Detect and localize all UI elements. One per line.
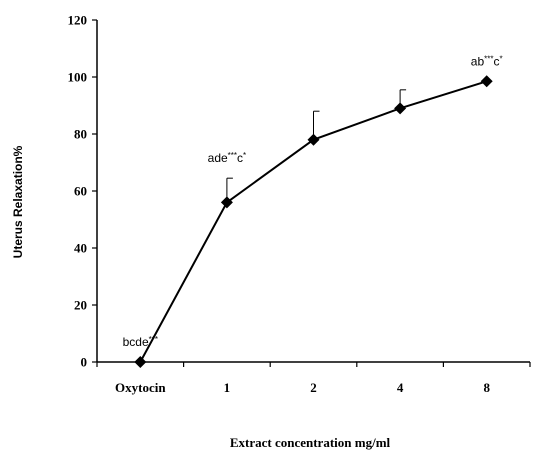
x-tick-label: 4 xyxy=(397,380,404,395)
x-ticks: Oxytocin 1 2 4 8 xyxy=(96,362,531,395)
data-point-marker xyxy=(134,356,147,368)
x-tick-label: Oxytocin xyxy=(115,380,166,395)
significance-superscript: *** xyxy=(149,335,158,344)
y-ticks: 0 20 40 60 80 100 120 xyxy=(68,13,97,370)
y-tick-label: 20 xyxy=(74,298,87,313)
x-tick-label: 8 xyxy=(483,380,490,395)
data-point-marker xyxy=(307,133,320,146)
y-tick-label: 80 xyxy=(74,127,87,142)
x-tick-label: 2 xyxy=(310,380,317,395)
significance-superscript: *** xyxy=(228,151,237,160)
significance-label: bcde*** xyxy=(123,335,158,349)
y-tick-label: 0 xyxy=(81,355,88,370)
y-tick-label: 40 xyxy=(74,241,87,256)
significance-label: ade***c* xyxy=(208,151,247,165)
data-point-marker xyxy=(480,75,493,88)
significance-letters: c xyxy=(493,54,499,68)
y-tick-label: 100 xyxy=(68,70,88,85)
data-point-marker xyxy=(220,196,233,209)
x-axis-label: Extract concentration mg/ml xyxy=(230,435,391,450)
series-markers xyxy=(134,75,493,368)
significance-superscript: * xyxy=(499,54,502,63)
significance-letters: c xyxy=(237,151,243,165)
axes xyxy=(96,20,530,363)
significance-letters: ade xyxy=(208,151,228,165)
significance-letters: bcde xyxy=(123,335,149,349)
significance-superscript: * xyxy=(243,151,246,160)
y-axis-label: Uterus Relaxation% xyxy=(11,145,25,258)
data-point-marker xyxy=(394,102,407,115)
error-bars xyxy=(226,89,407,203)
y-tick-label: 120 xyxy=(68,13,88,28)
x-tick-label: 1 xyxy=(224,380,231,395)
y-tick-label: 60 xyxy=(74,184,87,199)
annotations: bcde***ade***c*ab***c* xyxy=(123,54,503,349)
significance-label: ab***c* xyxy=(471,54,503,68)
significance-letters: ab xyxy=(471,54,485,68)
significance-superscript: *** xyxy=(484,54,493,63)
